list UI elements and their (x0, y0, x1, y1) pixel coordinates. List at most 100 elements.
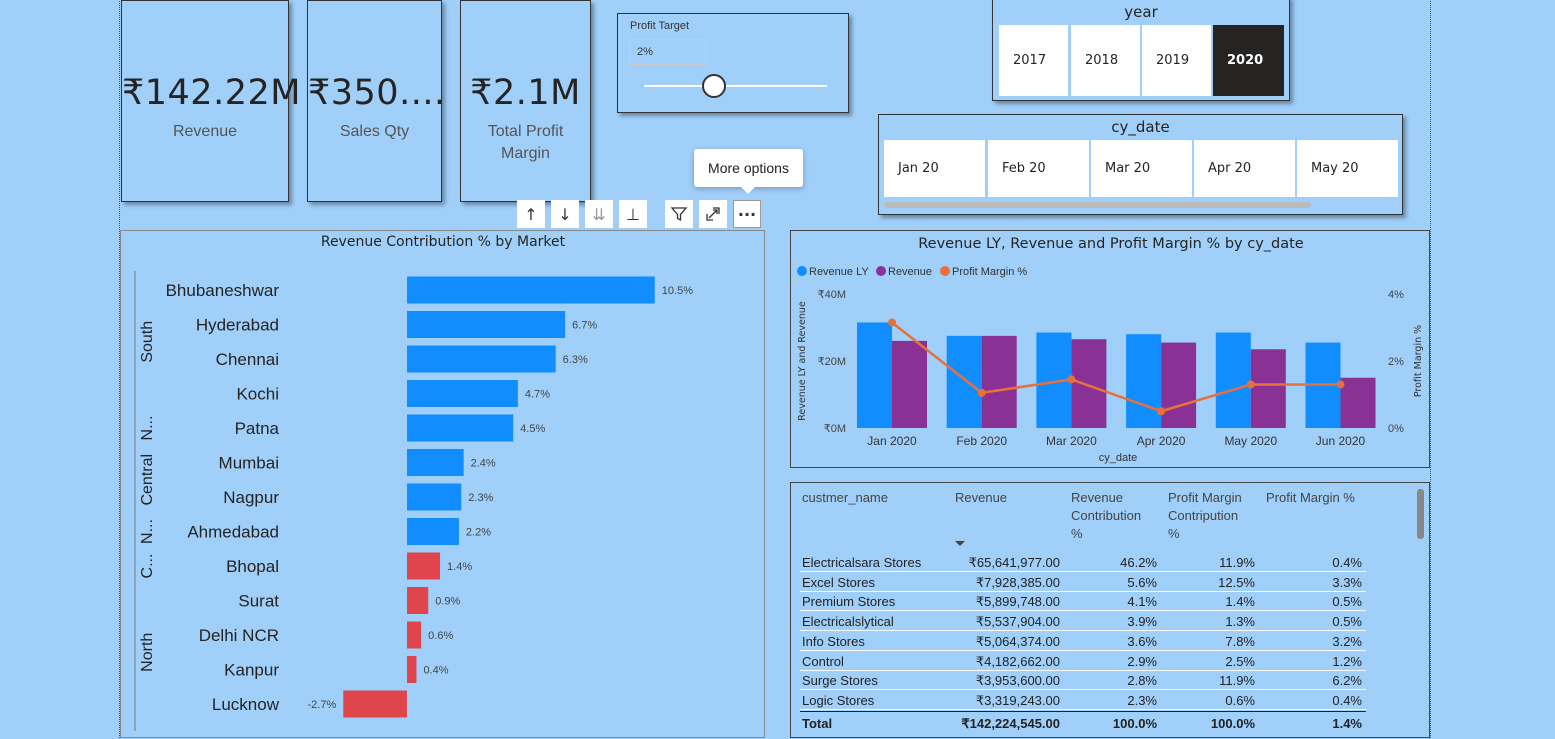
sales-qty-card[interactable]: ₹350.... Sales Qty (307, 0, 445, 202)
legend-label[interactable]: Revenue (888, 266, 932, 278)
table-header-profit-margin[interactable]: Profit Margin % (1266, 490, 1355, 505)
x-tick-label: Jan 2020 (867, 434, 917, 448)
date-tile-may[interactable]: May 20 (1297, 140, 1398, 197)
market-category-label: Bhopal (226, 557, 279, 576)
market-bar[interactable] (407, 656, 417, 683)
sort-desc-icon[interactable] (955, 541, 965, 546)
table-cell: ₹65,641,977.00 (968, 555, 1060, 570)
revenue-card[interactable]: ₹142.22M Revenue (121, 0, 300, 202)
table-header-rev-contribution[interactable]: Revenue Contribution % (1071, 490, 1142, 541)
sales-qty-card-label: Sales Qty (339, 123, 410, 140)
profit-margin-point[interactable] (1157, 407, 1166, 416)
market-data-label: 2.4% (471, 458, 496, 470)
table-row[interactable]: Control ₹4,182,662.00 2.9% 2.5% 1.2% (800, 652, 1366, 671)
market-bar[interactable] (407, 414, 514, 442)
date-tile-mar[interactable]: Mar 20 (1091, 140, 1192, 197)
profit-margin-point[interactable] (1336, 380, 1345, 389)
combo-chart-title: Revenue LY, Revenue and Profit Margin % … (918, 236, 1304, 252)
revenue-ly-bar[interactable] (857, 322, 892, 428)
table-row[interactable]: Electricalsara Stores ₹65,641,977.00 46.2%… (800, 553, 1366, 572)
market-chart-panel[interactable]: Revenue Contribution % by Market Bhubanes… (120, 230, 765, 738)
market-bar[interactable] (407, 449, 464, 476)
more-options-icon[interactable]: ··· (733, 200, 761, 228)
profit-margin-point[interactable] (977, 388, 986, 397)
profit-margin-point[interactable] (1246, 380, 1255, 389)
profit-target-thumb[interactable] (701, 74, 726, 98)
revenue-bar[interactable] (1250, 349, 1286, 428)
market-bar[interactable] (407, 518, 459, 545)
table-row[interactable]: Excel Stores ₹7,928,385.00 5.6% 12.5% 3.3% (800, 573, 1366, 592)
year-tile-2017[interactable]: 2017 (999, 25, 1068, 96)
table-cell: 11.9% (1219, 673, 1255, 689)
market-bar[interactable] (407, 276, 655, 304)
table-header-revenue[interactable]: Revenue (955, 490, 1008, 505)
arrow-down-icon[interactable]: ↓ (551, 200, 579, 228)
revenue-bar[interactable] (892, 340, 927, 428)
market-bar[interactable] (343, 690, 407, 718)
profit-target-track (644, 85, 827, 87)
revenue-bar[interactable] (1161, 342, 1197, 428)
market-bar[interactable] (407, 621, 422, 649)
market-bar[interactable] (407, 552, 441, 580)
market-category-label: Nagpur (223, 488, 279, 507)
market-data-label: 4.5% (520, 423, 545, 435)
table-header-pm-contribution[interactable]: Profit Margin Contripution % (1168, 490, 1242, 541)
profit-margin-point[interactable] (1067, 375, 1076, 384)
market-bar[interactable] (407, 587, 429, 614)
table-cell: Premium Stores (802, 594, 896, 610)
table-cell: 0.4% (1332, 692, 1362, 708)
revenue-bar[interactable] (1340, 377, 1376, 428)
table-row[interactable]: Premium Stores ₹5,899,748.00 4.1% 1.4% 0.5% (800, 592, 1366, 612)
legend-marker (797, 266, 807, 276)
legend-label[interactable]: Revenue LY (809, 266, 869, 278)
table-cell: 2.5% (1225, 653, 1255, 669)
market-category-label: Kochi (236, 385, 279, 404)
revenue-ly-bar[interactable] (1215, 332, 1251, 428)
revenue-bar[interactable] (1071, 339, 1107, 428)
legend-marker (876, 266, 886, 276)
profit-margin-line[interactable] (891, 321, 1341, 413)
expand-hierarchy-icon[interactable]: ⊥ (619, 200, 647, 228)
market-category-label: Ahmedabad (187, 523, 279, 542)
market-chart-title: Revenue Contribution % by Market (321, 234, 566, 250)
revenue-date-chart-panel[interactable]: Revenue LY, Revenue and Profit Margin % … (790, 230, 1430, 468)
revenue-bar[interactable] (981, 335, 1017, 428)
date-tile-jan[interactable]: Jan 20 (884, 140, 985, 197)
revenue-ly-bar[interactable] (946, 335, 982, 428)
legend-marker (940, 266, 950, 276)
table-cell: 6.2% (1332, 673, 1362, 689)
market-bar[interactable] (407, 380, 518, 407)
profit-margin-point[interactable] (888, 318, 896, 327)
table-row[interactable]: Surge Stores ₹3,953,600.00 2.8% 11.9% 6.2% (800, 671, 1366, 691)
profit-margin-card[interactable]: ₹2.1M Total Profit Margin (460, 0, 591, 202)
focus-mode-icon[interactable] (699, 200, 727, 228)
table-header-customer[interactable]: custmer_name (802, 490, 888, 505)
legend-label[interactable]: Profit Margin % (952, 266, 1027, 278)
market-bar[interactable] (407, 311, 566, 338)
market-bar[interactable] (407, 345, 556, 373)
market-bar[interactable] (407, 483, 462, 511)
date-tile-apr[interactable]: Apr 20 (1194, 140, 1295, 197)
cy-date-scrollbar[interactable] (884, 202, 1311, 208)
year-tile-2020[interactable]: 2020 (1213, 25, 1284, 96)
year-tile-2018[interactable]: 2018 (1071, 25, 1140, 96)
table-cell: Electricalsara Stores (802, 555, 922, 570)
table-cell: 5.6% (1127, 574, 1157, 590)
table-row[interactable]: Electricalslytical ₹5,537,904.00 3.9% 1.3% 0… (800, 612, 1366, 632)
table-cell: Total (802, 716, 833, 731)
table-row[interactable]: Info Stores ₹5,064,374.00 3.6% 7.8% 3.2% (800, 632, 1366, 651)
arrow-up-icon[interactable]: ↑ (517, 200, 545, 228)
filter-icon[interactable] (665, 200, 693, 228)
double-arrow-down-icon[interactable]: ⇊ (585, 200, 613, 228)
table-total-row[interactable]: Total ₹142,224,545.00 100.0% 100.0% 1.4% (800, 711, 1366, 733)
y2-tick-label: 2% (1388, 356, 1404, 368)
date-tile-feb[interactable]: Feb 20 (988, 140, 1089, 197)
table-row[interactable]: Logic Stores ₹3,319,243.00 2.3% 0.6% 0.4% (800, 691, 1366, 710)
table-cell: ₹7,928,385.00 (975, 574, 1060, 590)
market-group-label: North (139, 633, 156, 672)
year-tile-2019[interactable]: 2019 (1142, 25, 1211, 96)
profit-target-title: Profit Target (630, 20, 690, 32)
revenue-ly-bar[interactable] (1126, 334, 1162, 428)
table-scrollbar[interactable] (1417, 489, 1424, 539)
profit-target-input[interactable]: 2% (629, 39, 706, 65)
